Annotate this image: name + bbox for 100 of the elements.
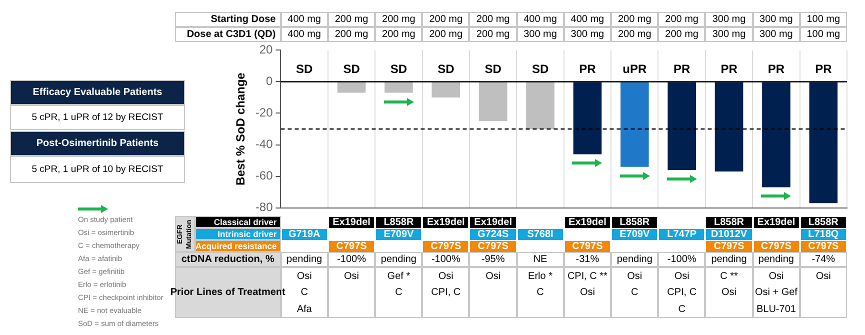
text: 100 mg <box>800 27 847 42</box>
text: 100 mg <box>800 12 847 27</box>
text: C797S <box>754 241 799 252</box>
text: L718Q <box>800 229 846 240</box>
text: 200 mg <box>658 12 706 27</box>
text: Osi <box>422 267 470 284</box>
y-tick-label: -20 <box>255 106 274 120</box>
text: pending <box>752 252 800 267</box>
text: E709V <box>612 229 658 240</box>
text: 200 mg <box>375 12 422 27</box>
text: Osi <box>800 267 847 284</box>
text: C <box>658 301 706 318</box>
text: -74% <box>800 252 847 267</box>
text: C <box>375 284 422 301</box>
text: L858R <box>612 217 658 228</box>
text: 300 mg <box>705 27 753 42</box>
text: CPI, C <box>422 284 470 301</box>
text: pending <box>705 252 753 267</box>
text: 400 mg <box>516 12 564 27</box>
text: 300 mg <box>564 27 612 42</box>
text: C797S <box>423 241 468 252</box>
text: -100% <box>328 252 376 267</box>
text: C <box>300 287 308 298</box>
text: 200 mg <box>328 27 376 42</box>
text: 200 mg <box>328 12 376 27</box>
text: C797S <box>706 241 752 252</box>
text: C <box>611 284 658 301</box>
text: 300 mg <box>516 27 564 42</box>
text: Prior Lines of Treatment <box>170 286 286 300</box>
data-label: SD <box>438 62 455 76</box>
text: Acquired resistance <box>195 240 281 252</box>
text: Gef * <box>375 267 422 284</box>
text: pending <box>375 252 422 267</box>
text: Osi <box>705 284 753 301</box>
text: Ex19del <box>470 217 516 228</box>
text: Osi <box>328 267 376 284</box>
data-label: PR <box>720 62 738 76</box>
text: 300 mg <box>752 27 800 42</box>
text: Ex19del <box>328 217 374 228</box>
text: Osi + Gef <box>752 284 800 301</box>
text: Ex19del <box>754 217 799 228</box>
text: -95% <box>469 252 517 267</box>
y-tick-label: 20 <box>259 42 274 57</box>
data-label: PR <box>768 62 785 76</box>
text: 400 mg <box>280 12 328 27</box>
data-label: PR <box>815 62 832 76</box>
text: -100% <box>658 252 706 267</box>
text: 200 mg <box>422 12 470 27</box>
text: Efficacy Evaluable Patients <box>10 80 185 105</box>
data-label: SD <box>390 62 408 76</box>
text: BLU-701 <box>752 301 800 318</box>
text: 5 cPR, 1 uPR of 12 by RECIST <box>10 105 185 130</box>
text: CPI, C ** <box>564 267 612 284</box>
y-axis-title: Best % SoD change <box>234 72 248 186</box>
text: 200 mg <box>611 12 658 27</box>
data-label: SD <box>532 62 549 76</box>
text: D1012V <box>706 229 752 240</box>
text: 5 cPR, 1 uPR of 10 by RECIST <box>10 156 185 183</box>
text: C797S <box>470 241 516 252</box>
text: 200 mg <box>422 27 470 42</box>
text: L858R <box>800 217 846 228</box>
data-label: uPR <box>622 62 647 76</box>
data-label: SD <box>343 62 360 76</box>
text: Osi <box>280 267 328 284</box>
text: CPI, C <box>658 284 706 301</box>
text: S768I <box>518 229 563 240</box>
text: Osi <box>469 267 517 284</box>
text: Ex19del <box>423 217 468 228</box>
text: Classical driver <box>195 216 281 228</box>
data-label: SD <box>296 62 314 76</box>
text: pending <box>280 252 328 267</box>
text: Afa <box>280 301 328 318</box>
text: Osi <box>658 267 706 284</box>
data-label: SD <box>484 62 502 76</box>
text: -31% <box>564 252 612 267</box>
text: 300 mg <box>752 12 800 27</box>
text: 400 mg <box>564 12 612 27</box>
text: 200 mg <box>658 27 706 42</box>
text: C797S <box>564 241 610 252</box>
text: Osi <box>564 284 612 301</box>
text: Starting Dose <box>175 12 281 27</box>
data-label: PR <box>674 62 691 76</box>
text: L858R <box>376 217 422 228</box>
text: C797S <box>800 241 846 252</box>
text: L747P <box>659 229 704 240</box>
text: 200 mg <box>611 27 658 42</box>
y-tick-label: 0 <box>266 74 274 88</box>
text: Intrinsic driver <box>195 228 281 240</box>
y-tick-label: -40 <box>255 137 274 152</box>
text: -100% <box>422 252 470 267</box>
text: 300 mg <box>705 12 753 27</box>
text: Dose at C3D1 (QD) <box>175 27 281 42</box>
text: Osi <box>752 267 800 284</box>
y-tick-label: -80 <box>255 200 274 214</box>
text: 400 mg <box>280 27 328 42</box>
text: C <box>516 284 564 301</box>
text: Post-Osimertinib Patients <box>10 131 185 156</box>
text: Osi <box>611 267 658 284</box>
text: pending <box>611 252 658 267</box>
text: NE <box>516 252 564 267</box>
